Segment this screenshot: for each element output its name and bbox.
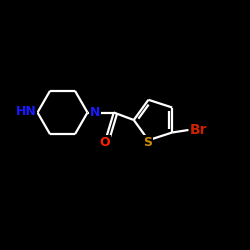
Text: Br: Br xyxy=(190,123,207,137)
Text: HN: HN xyxy=(16,105,36,118)
Text: O: O xyxy=(100,136,110,148)
Text: N: N xyxy=(90,106,101,119)
Text: S: S xyxy=(143,136,152,149)
